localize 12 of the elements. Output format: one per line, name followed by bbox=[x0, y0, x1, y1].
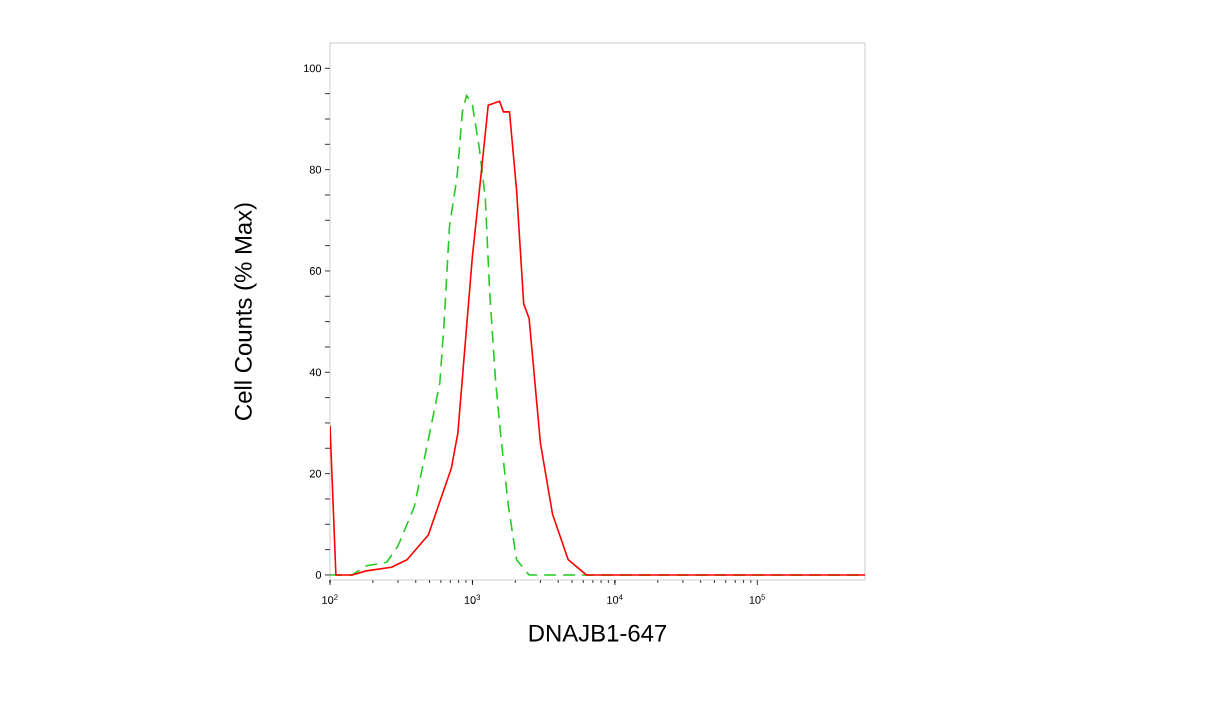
y-tick-label: 40 bbox=[309, 368, 322, 377]
y-tick-label: 80 bbox=[309, 165, 322, 174]
y-tick-label: 20 bbox=[309, 469, 322, 478]
x-tick-label: 10$^{2}$ bbox=[322, 594, 338, 604]
y-tick-label: 60 bbox=[309, 267, 322, 275]
x-tick-label: 10$^{4}$ bbox=[607, 594, 623, 604]
y-tick-label: 0 bbox=[315, 571, 322, 579]
y-axis-title: Cell Counts (% Max) bbox=[234, 203, 257, 420]
y-tick-label: 100 bbox=[304, 64, 322, 73]
x-tick-label: 10$^{5}$ bbox=[749, 594, 765, 604]
x-tick-label: 10$^{3}$ bbox=[464, 594, 481, 604]
x-axis-title: DNAJB1-647 bbox=[529, 624, 667, 642]
